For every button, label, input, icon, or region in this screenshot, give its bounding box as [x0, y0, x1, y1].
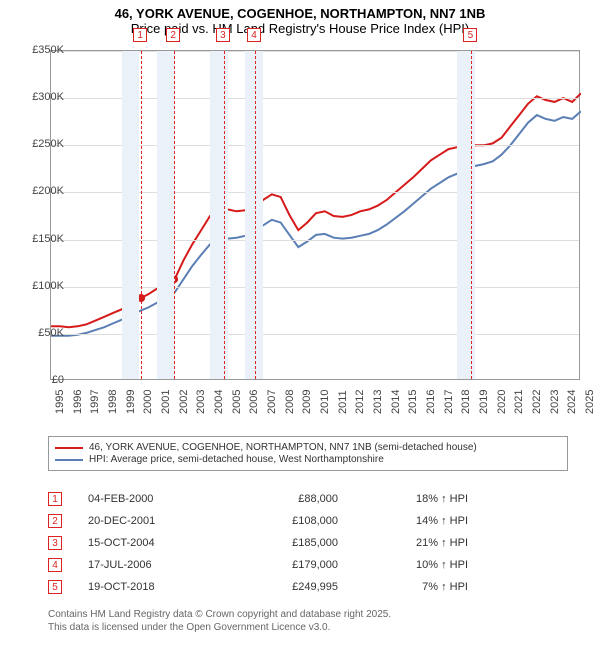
shaded-band — [210, 51, 228, 379]
x-axis-label: 2001 — [160, 390, 172, 414]
title-block: 46, YORK AVENUE, COGENHOE, NORTHAMPTON, … — [0, 0, 600, 38]
x-axis-label: 2018 — [460, 390, 472, 414]
sales-row-pct: 7% ↑ HPI — [338, 581, 468, 593]
sale-marker-box: 3 — [216, 28, 230, 42]
x-axis-label: 2013 — [372, 390, 384, 414]
legend-label: HPI: Average price, semi-detached house,… — [89, 454, 384, 465]
x-axis-label: 2016 — [425, 390, 437, 414]
chart-plot-area — [50, 50, 580, 380]
x-axis-label: 2009 — [301, 390, 313, 414]
sales-row-pct: 21% ↑ HPI — [338, 537, 468, 549]
sale-marker-line — [174, 51, 175, 379]
x-axis-label: 2015 — [407, 390, 419, 414]
sales-row-date: 20-DEC-2001 — [88, 515, 228, 527]
x-axis-label: 2014 — [390, 390, 402, 414]
y-axis-label: £100K — [32, 280, 64, 292]
sales-row-number: 4 — [48, 558, 62, 572]
x-axis-label: 2024 — [566, 390, 578, 414]
x-axis-label: 2003 — [195, 390, 207, 414]
chart-container: 46, YORK AVENUE, COGENHOE, NORTHAMPTON, … — [0, 0, 600, 650]
y-axis-label: £300K — [32, 91, 64, 103]
x-axis-label: 1999 — [125, 390, 137, 414]
sales-row-number: 5 — [48, 580, 62, 594]
sales-row-price: £185,000 — [228, 537, 338, 549]
x-axis-label: 1995 — [54, 390, 66, 414]
x-axis-label: 2021 — [513, 390, 525, 414]
legend: 46, YORK AVENUE, COGENHOE, NORTHAMPTON, … — [48, 436, 568, 471]
y-axis-label: £0 — [52, 374, 64, 386]
sales-row-pct: 10% ↑ HPI — [338, 559, 468, 571]
x-axis-label: 2017 — [443, 390, 455, 414]
sale-marker-line — [255, 51, 256, 379]
x-axis-label: 1996 — [72, 390, 84, 414]
x-axis-label: 2006 — [248, 390, 260, 414]
sales-row-date: 04-FEB-2000 — [88, 493, 228, 505]
sales-row-pct: 14% ↑ HPI — [338, 515, 468, 527]
shaded-band — [122, 51, 140, 379]
title-line1: 46, YORK AVENUE, COGENHOE, NORTHAMPTON, … — [0, 6, 600, 21]
sale-marker-line — [141, 51, 142, 379]
legend-label: 46, YORK AVENUE, COGENHOE, NORTHAMPTON, … — [89, 442, 477, 453]
y-axis-label: £250K — [32, 138, 64, 150]
sale-marker-box: 2 — [166, 28, 180, 42]
x-axis-label: 2004 — [213, 390, 225, 414]
footer-line1: Contains HM Land Registry data © Crown c… — [48, 608, 391, 621]
sale-marker-box: 1 — [133, 28, 147, 42]
sales-row: 4 17-JUL-2006£179,00010% ↑ HPI — [48, 554, 568, 576]
sale-marker-box: 4 — [247, 28, 261, 42]
x-axis-label: 2000 — [142, 390, 154, 414]
sale-marker-box: 5 — [463, 28, 477, 42]
legend-row: HPI: Average price, semi-detached house,… — [55, 454, 561, 465]
y-axis-label: £150K — [32, 233, 64, 245]
x-axis-label: 2022 — [531, 390, 543, 414]
x-axis-label: 2002 — [178, 390, 190, 414]
y-axis-label: £350K — [32, 44, 64, 56]
sales-row-date: 17-JUL-2006 — [88, 559, 228, 571]
title-line2: Price paid vs. HM Land Registry's House … — [0, 21, 600, 36]
sales-row-price: £88,000 — [228, 493, 338, 505]
sale-marker-line — [471, 51, 472, 379]
x-axis-label: 2012 — [354, 390, 366, 414]
sales-row-date: 15-OCT-2004 — [88, 537, 228, 549]
x-axis-label: 2007 — [266, 390, 278, 414]
y-axis-label: £50K — [38, 327, 64, 339]
x-axis-label: 1997 — [89, 390, 101, 414]
legend-row: 46, YORK AVENUE, COGENHOE, NORTHAMPTON, … — [55, 442, 561, 453]
sales-row: 2 20-DEC-2001£108,00014% ↑ HPI — [48, 510, 568, 532]
x-axis-label: 2008 — [284, 390, 296, 414]
sales-row-date: 19-OCT-2018 — [88, 581, 228, 593]
sales-row-pct: 18% ↑ HPI — [338, 493, 468, 505]
sales-row-price: £108,000 — [228, 515, 338, 527]
sales-table: 1 04-FEB-2000£88,00018% ↑ HPI 2 20-DEC-2001… — [48, 488, 568, 598]
shaded-band — [157, 51, 175, 379]
sales-row-number: 3 — [48, 536, 62, 550]
sales-row-price: £179,000 — [228, 559, 338, 571]
sales-row-number: 1 — [48, 492, 62, 506]
x-axis-label: 2005 — [231, 390, 243, 414]
legend-swatch — [55, 447, 83, 449]
sales-row: 1 04-FEB-2000£88,00018% ↑ HPI — [48, 488, 568, 510]
footer: Contains HM Land Registry data © Crown c… — [48, 608, 391, 634]
sales-row: 5 19-OCT-2018£249,9957% ↑ HPI — [48, 576, 568, 598]
x-axis-label: 2019 — [478, 390, 490, 414]
x-axis-label: 1998 — [107, 390, 119, 414]
x-axis-label: 2010 — [319, 390, 331, 414]
footer-line2: This data is licensed under the Open Gov… — [48, 621, 391, 634]
x-axis-label: 2011 — [337, 390, 349, 414]
sales-row: 3 15-OCT-2004£185,00021% ↑ HPI — [48, 532, 568, 554]
legend-swatch — [55, 459, 83, 461]
x-axis-label: 2023 — [549, 390, 561, 414]
y-axis-label: £200K — [32, 185, 64, 197]
sale-marker-line — [224, 51, 225, 379]
sales-row-price: £249,995 — [228, 581, 338, 593]
x-axis-label: 2025 — [584, 390, 596, 414]
sales-row-number: 2 — [48, 514, 62, 528]
x-axis-label: 2020 — [496, 390, 508, 414]
